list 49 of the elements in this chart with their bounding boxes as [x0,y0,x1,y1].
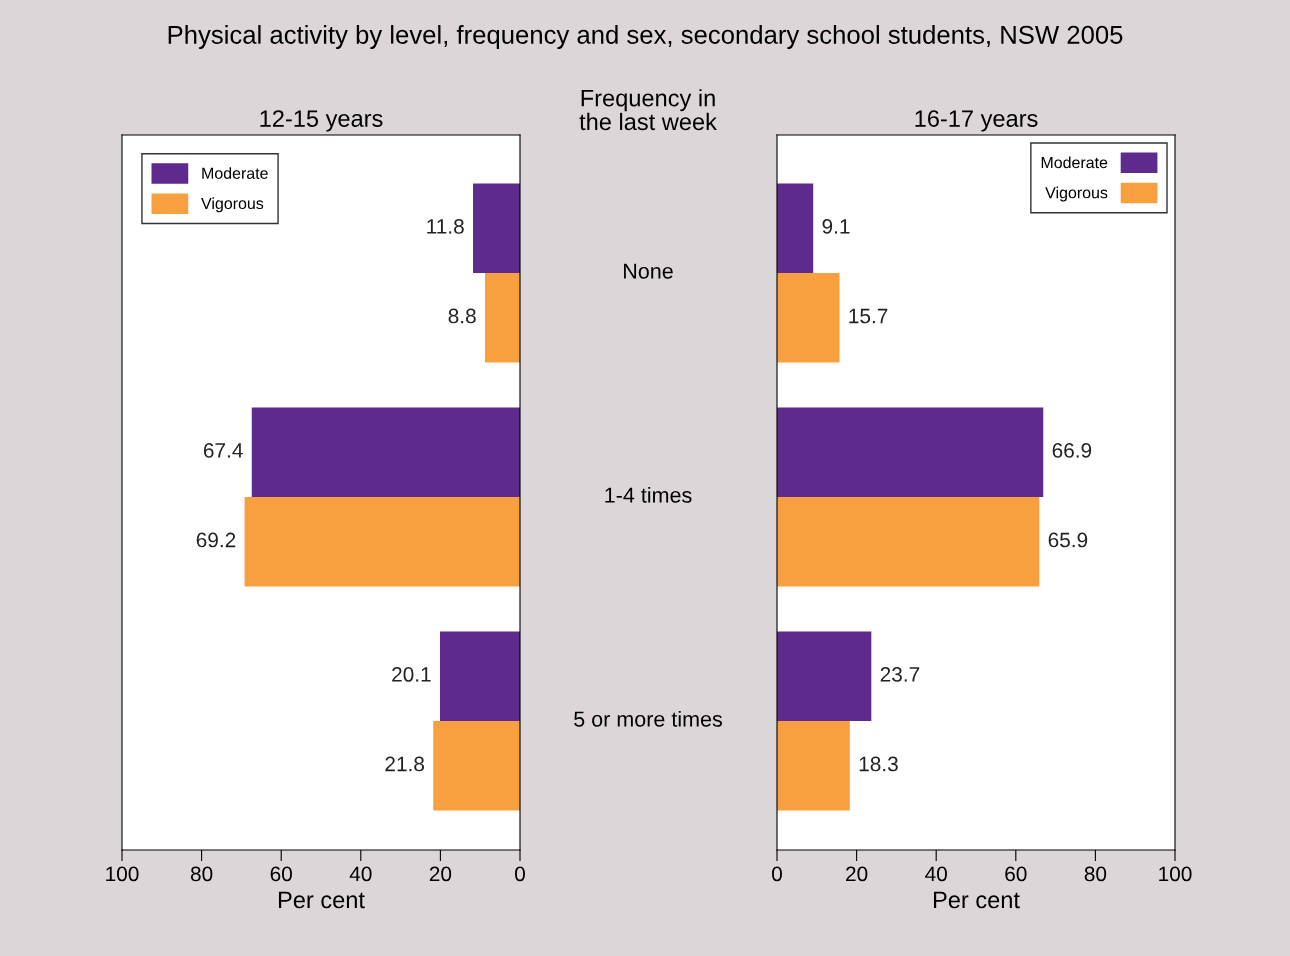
legend-label: Vigorous [1045,186,1108,202]
category-label: 1-4 times [605,486,692,503]
bar [251,407,520,497]
bar [777,720,850,811]
chart-subtitle: 16-17 years [915,110,1038,132]
x-tick-label: 20 [846,866,868,882]
bar [777,496,1040,587]
bar [473,183,520,273]
data-label: 65.9 [1048,532,1088,548]
x-tick-label: 20 [429,866,452,882]
x-tick-label: 80 [1084,866,1107,882]
data-label: 66.9 [1052,443,1092,458]
data-label: 15.7 [849,308,888,324]
legend-label: Moderate [202,167,268,179]
data-label: 23.7 [880,667,920,682]
data-label: 9.1 [822,219,850,234]
data-label: 21.8 [385,756,424,772]
chart-subtitle: 12-15 years [260,110,383,132]
x-tick-label: 100 [106,866,139,882]
x-tick-label: 0 [772,866,782,882]
category-label: None [624,263,673,279]
bar [244,496,520,587]
data-label: 18.3 [859,756,898,772]
y-axis-title: Frequency in the last week [579,89,717,131]
data-label: 67.4 [203,443,243,458]
bar [777,272,840,363]
data-label: 20.1 [392,667,431,682]
x-tick-label: 60 [270,866,292,882]
legend-label: Vigorous [201,197,264,213]
x-tick-label: 40 [349,866,372,882]
x-tick-label: 80 [190,866,213,882]
data-label: 11.8 [427,219,464,234]
bar [777,183,814,273]
x-tick-label: 40 [925,866,947,882]
bar [484,272,520,363]
x-tick-label: 100 [1159,866,1192,882]
x-tick-label: 0 [515,866,525,882]
bar [777,407,1044,497]
text: Physical activity by level, frequency and sex, secondary school students, NSW 2005 [168,25,1123,49]
legend-label: Moderate [1041,156,1108,169]
bar [777,631,872,721]
x-tick-label: 60 [1005,866,1027,882]
data-label: 69.2 [196,532,236,548]
category-label: 5 or more times [574,710,722,727]
bar [433,720,520,811]
x-axis-title: Per cent [933,891,1020,909]
data-label: 8.8 [448,308,476,324]
bar [440,631,520,721]
x-axis-title: Per cent [278,891,365,909]
